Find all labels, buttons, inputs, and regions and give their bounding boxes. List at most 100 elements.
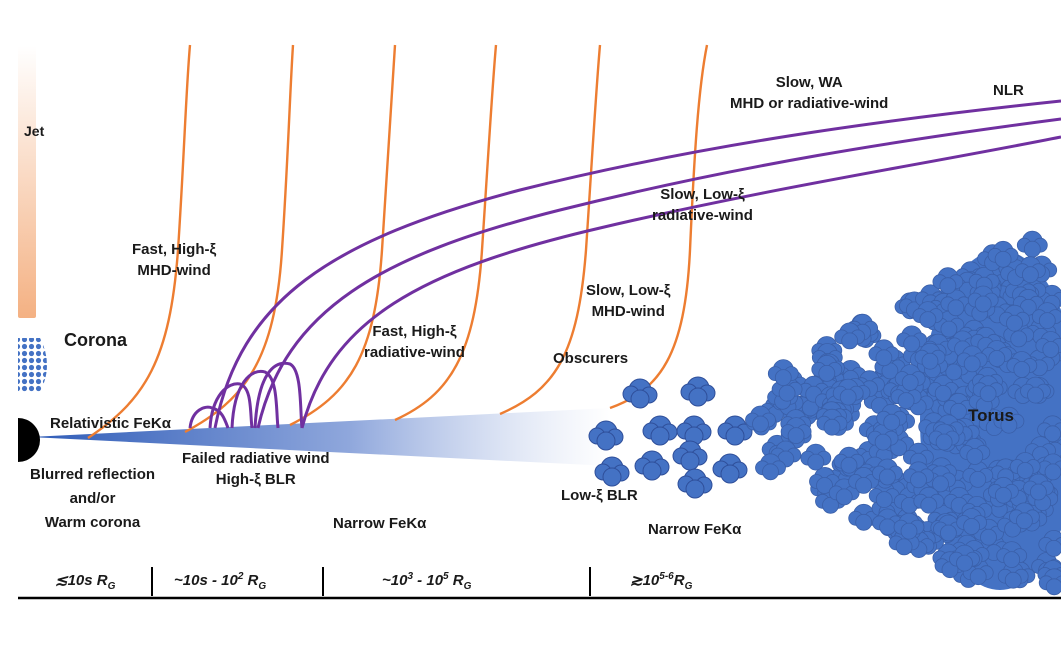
scale-4-sup: 5-6 (659, 571, 674, 582)
torus-cloud (987, 240, 1019, 268)
slow-wa-line1: Slow, WA (775, 74, 843, 91)
torus-cloud (893, 512, 925, 540)
torus-cloud (967, 285, 999, 313)
cloud (588, 420, 624, 451)
blurred-line1: Blurred reflection (30, 466, 156, 483)
streamline-4 (394, 44, 498, 422)
torus-cloud (1015, 256, 1046, 284)
fast-high-xi-radiative-label: Fast, High-ξ radiative-wind (364, 321, 465, 363)
torus-cloud (999, 304, 1030, 332)
scale-2-mid: R (243, 572, 259, 589)
torus-cloud (834, 322, 866, 350)
failed-wind-line2: High-ξ BLR (215, 471, 296, 488)
torus-cloud (1009, 502, 1040, 530)
slow-low-xi-mhd-line1: Slow, Low-ξ (586, 282, 671, 299)
low-xi-blr-label: Low-ξ BLR (561, 487, 638, 504)
torus-clouds (745, 230, 1061, 596)
fast-high-xi-mhd-line2: MHD-wind (137, 262, 211, 279)
failed-wind-label: Failed radiative wind High-ξ BLR (182, 448, 330, 490)
failed-loop-4 (253, 361, 304, 429)
scale-2-sub: G (258, 581, 267, 592)
cloud (676, 415, 712, 446)
torus-cloud (872, 458, 903, 486)
wind-line-3 (300, 135, 1061, 429)
torus-cloud (894, 364, 926, 391)
torus-cloud (1006, 351, 1038, 378)
cloud (622, 378, 658, 409)
torus-cloud (981, 340, 1013, 367)
black-hole (18, 418, 40, 462)
torus-cloud (755, 453, 786, 481)
torus-cloud (1038, 530, 1061, 557)
torus-cloud (913, 486, 945, 514)
torus-cloud (933, 514, 964, 542)
torus-cloud (996, 541, 1028, 568)
torus-cloud (809, 467, 840, 494)
torus-cloud (1037, 415, 1061, 443)
scale-4-prefix: ≳10 (630, 572, 660, 589)
slow-wa-label: Slow, WA MHD or radiative-wind (730, 72, 888, 114)
relativistic-feka-label: Relativistic FeKα (50, 415, 171, 432)
failed-loop-2 (208, 382, 254, 429)
scale-label-4: ≳105-6RG (630, 571, 692, 592)
torus-cloud (872, 508, 903, 536)
torus-cloud (959, 438, 991, 465)
torus-cloud (997, 561, 1029, 589)
torus-cloud (1023, 473, 1054, 501)
torus-cloud (1031, 302, 1061, 330)
torus-cloud (972, 375, 1004, 403)
torus-cloud (927, 374, 959, 402)
corona-label: Corona (64, 330, 127, 350)
cloud (642, 415, 678, 446)
cloud (677, 468, 713, 499)
blurred-line3: Warm corona (44, 514, 141, 531)
fast-high-xi-mhd-label: Fast, High-ξ MHD-wind (132, 239, 216, 281)
torus-cloud (932, 267, 964, 295)
torus-cloud (943, 392, 974, 420)
slow-low-xi-mhd-line2: MHD-wind (591, 303, 665, 320)
torus-cloud (949, 544, 980, 572)
cloud (712, 453, 748, 484)
scale-3-mid2: R (448, 572, 464, 589)
torus-label: Torus (968, 406, 1014, 425)
wind-line-1 (213, 99, 1061, 429)
fast-high-xi-rad-line2: radiative-wind (364, 344, 465, 361)
torus-cloud (832, 378, 864, 406)
scale-label-2: ~10s - 102 RG (174, 571, 266, 592)
blurred-reflection-label: Blurred reflection and/or Warm corona (30, 463, 155, 535)
torus (745, 230, 1061, 596)
cloud (717, 415, 753, 446)
scale-3-mid: - 10 (413, 572, 444, 589)
scale-2-sup: 2 (237, 571, 244, 582)
torus-cloud (1035, 331, 1061, 358)
scale-3-sub: G (463, 581, 472, 592)
slow-low-xi-rad-line1: Slow, Low-ξ (660, 186, 745, 203)
slow-low-xi-rad-line2: radiative-wind (652, 207, 753, 224)
slow-low-xi-radiative-label: Slow, Low-ξ radiative-wind (652, 184, 753, 226)
torus-cloud (816, 408, 848, 436)
wind-line-2 (256, 117, 1061, 429)
streamline-2 (184, 44, 295, 434)
torus-cloud (912, 301, 944, 329)
torus-cloud (800, 443, 832, 471)
streamline-1 (87, 44, 192, 439)
torus-cloud (993, 406, 1025, 434)
torus-cloud (1038, 568, 1061, 596)
torus-cloud (896, 325, 928, 353)
torus-cloud (903, 461, 934, 489)
scale-4-mid: R (673, 572, 685, 589)
torus-cloud (956, 508, 987, 535)
narrow-feka-label-2: Narrow FeKα (648, 521, 742, 538)
torus-cloud (828, 478, 860, 506)
torus-cloud (1009, 452, 1041, 479)
cloud (634, 450, 670, 481)
cloud (672, 440, 708, 471)
slow-low-xi-mhd-label: Slow, Low-ξ MHD-wind (586, 280, 670, 322)
torus-cloud (1020, 376, 1051, 404)
torus-cloud (848, 503, 880, 531)
scale-3-sup2: 5 (443, 571, 449, 582)
cloud (594, 456, 630, 487)
slow-wa-line2: MHD or radiative-wind (730, 95, 889, 112)
